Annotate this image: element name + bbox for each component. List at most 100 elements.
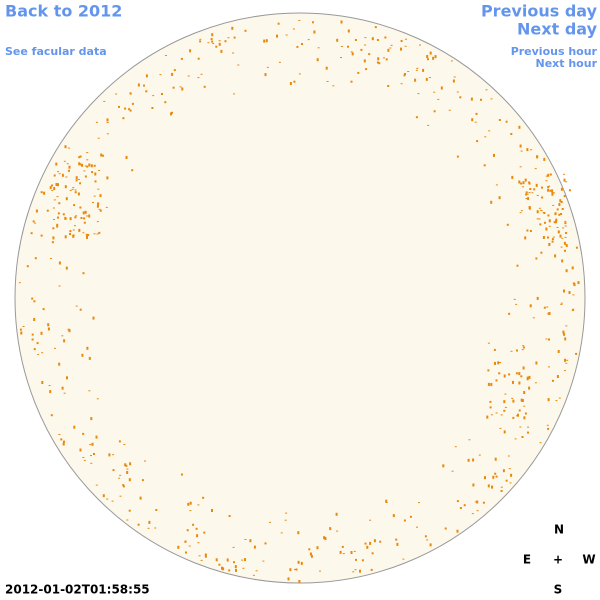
facula-dot [147,527,150,529]
facula-dot [31,333,34,336]
facula-dot [454,446,457,448]
facula-dot [77,179,80,180]
facula-dot [482,501,485,504]
facula-dot [83,221,86,224]
facula-dot [528,192,531,194]
facula-dot [212,43,215,44]
facula-dot [340,57,342,58]
facula-dot [233,561,235,564]
facula-dot [35,209,38,213]
facula-dot [82,232,85,234]
facula-dot [94,172,97,176]
facula-dot [416,67,419,69]
next-day-link[interactable]: Next day [517,20,598,39]
next-hour-link[interactable]: Next hour [536,57,598,70]
facula-dot [69,217,72,221]
facula-dot [329,527,332,531]
facula-dot [43,191,46,195]
facula-dot [487,342,490,344]
facula-dot [542,236,545,239]
facula-dot [355,558,357,561]
facula-dot [354,39,357,41]
facula-dot [405,38,407,40]
facula-dot [97,188,100,190]
facula-dot [58,362,61,366]
facula-dot [364,37,367,39]
facula-dot [285,34,288,36]
facula-dot [528,182,531,185]
facula-dot [529,188,532,190]
facula-dot [336,38,339,42]
facula-dot [93,233,96,235]
facula-dot [173,69,176,72]
facula-dot [78,156,81,159]
facula-dot [289,568,292,572]
facula-dot [228,515,231,517]
facula-dot [545,180,548,182]
facula-dot [79,206,82,209]
facula-dot [541,186,543,189]
facula-dot [326,81,329,82]
facula-dot [296,45,299,48]
facula-dot [75,305,78,307]
facula-dot [453,76,456,78]
back-link[interactable]: Back to 2012 [5,2,122,21]
facula-dot [200,559,203,561]
facula-dot [522,346,525,349]
facula-dot [185,551,187,554]
facula-dot [82,272,85,275]
facula-dot [137,523,140,526]
facula-dot [125,156,128,159]
facula-dot [93,453,95,455]
facula-dot [189,501,192,505]
facula-dot [536,210,539,214]
facula-dot [361,559,364,562]
facula-dot [526,376,529,379]
facula-dot [141,479,144,482]
facula-dot [106,176,109,180]
facula-dot [524,412,527,415]
facula-dot [139,496,142,500]
facula-dot [152,95,155,97]
facula-dot [538,218,541,220]
facula-dot [547,214,550,217]
facular-link[interactable]: See facular data [5,45,107,58]
compass-west: W [582,553,595,567]
facula-dot [353,550,356,552]
facula-dot [204,554,207,558]
facula-dot [233,36,236,39]
facula-dot [64,235,67,239]
facula-dot [540,251,543,254]
facula-dot [202,496,205,499]
facula-dot [75,176,78,180]
facula-dot [18,282,21,284]
facula-dot [512,380,514,384]
facula-dot [233,93,235,95]
facula-dot [316,546,319,550]
facula-dot [36,342,39,345]
facula-dot [79,155,82,158]
facula-dot [96,204,99,208]
facula-dot [503,400,506,404]
facula-dot [298,73,301,75]
compass-east: E [523,553,531,567]
facula-dot [396,542,399,546]
facula-dot [415,69,418,71]
facula-dot [88,356,91,360]
facula-dot [521,399,524,402]
previous-hour-link[interactable]: Previous hour [511,45,598,58]
facula-dot [86,165,89,168]
facula-dot [336,530,339,532]
facula-dot [518,381,521,385]
previous-day-link[interactable]: Previous day [481,2,598,21]
facula-dot [340,20,343,24]
facula-dot [495,379,498,382]
facula-dot [486,415,489,419]
facula-dot [37,354,40,356]
facula-dot [80,217,83,219]
facula-dot [504,406,507,408]
facula-dot [541,196,544,199]
facula-dot [377,57,380,61]
facula-dot [108,453,111,457]
facula-dot [56,223,59,225]
